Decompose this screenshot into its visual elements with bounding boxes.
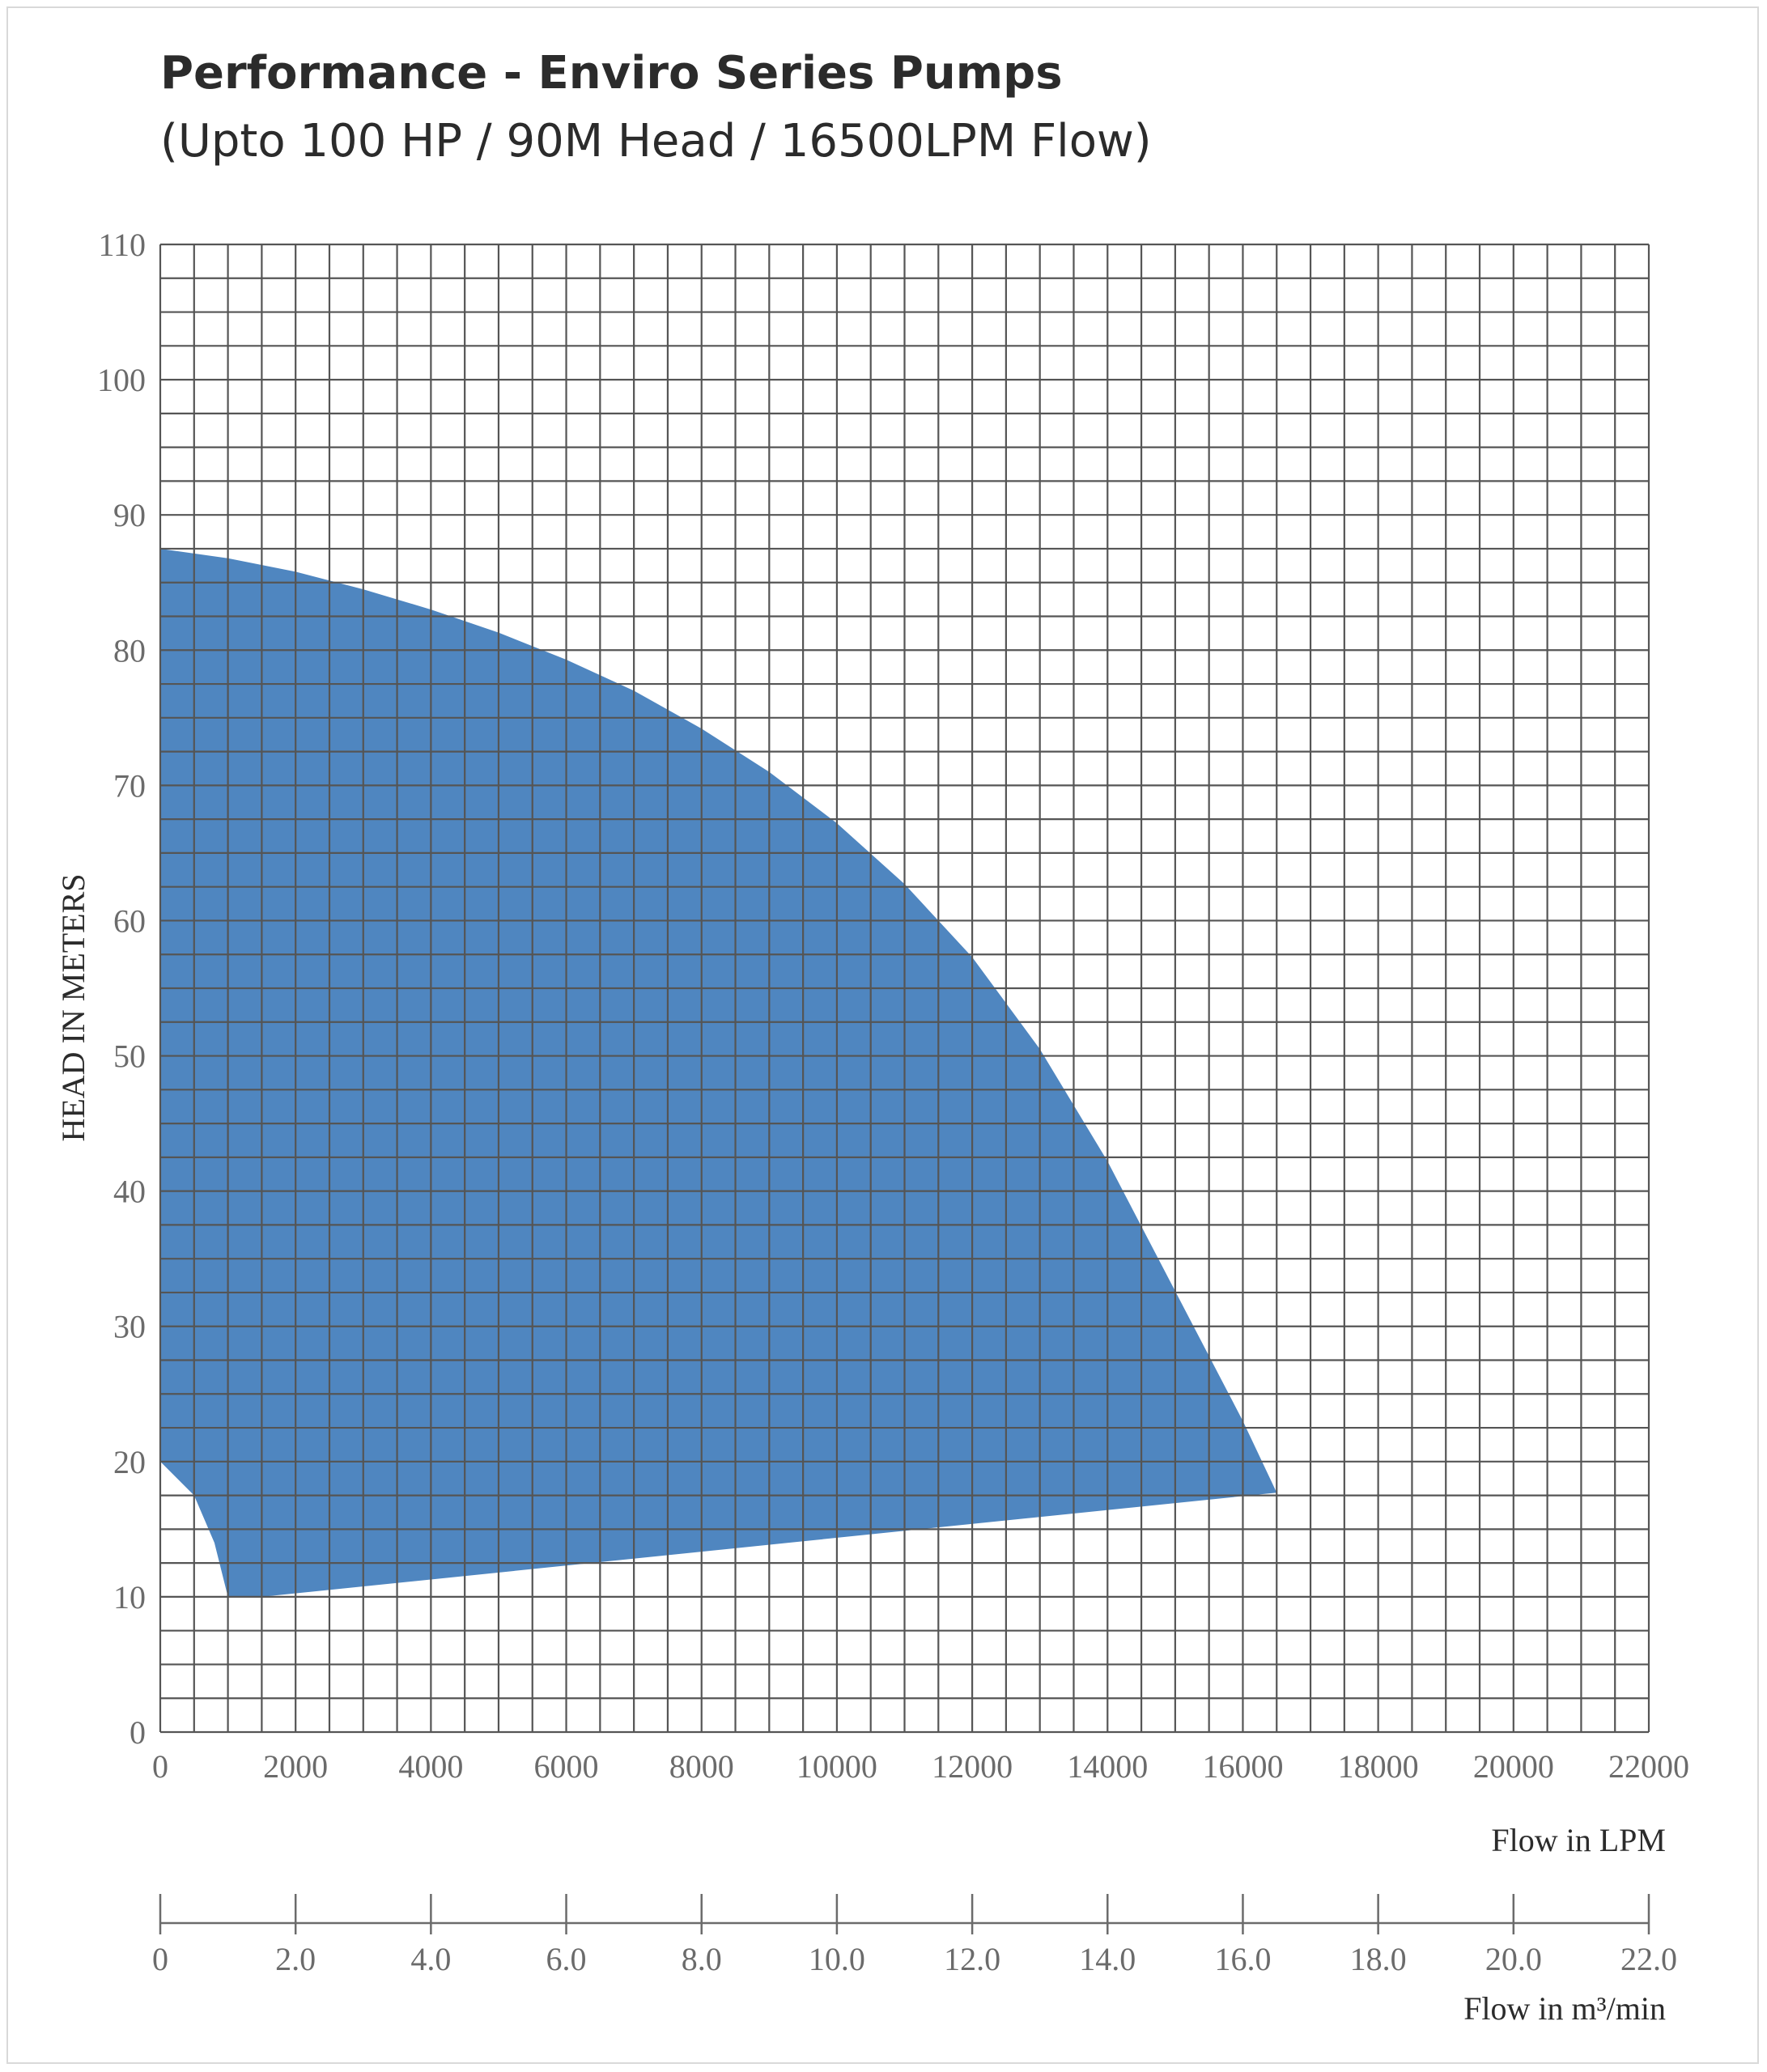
operating-range-area: [160, 548, 1277, 1597]
x-tick-label: 2000: [263, 1748, 328, 1785]
secondary-x-tick-label: 18.0: [1350, 1941, 1407, 1977]
x-tick-label: 14000: [1067, 1748, 1148, 1785]
x-tick-label: 16000: [1202, 1748, 1283, 1785]
secondary-x-tick-label: 10.0: [809, 1941, 865, 1977]
chart-subtitle: (Upto 100 HP / 90M Head / 16500LPM Flow): [160, 115, 1152, 168]
grid-layer: [159, 243, 1650, 1734]
tick-layer: 0 2000 4000 6000 8000 10000 12000 14000 16000 180…: [97, 227, 1689, 1785]
secondary-x-tick-label: 14.0: [1079, 1941, 1136, 1977]
secondary-x-tick-label: 16.0: [1214, 1941, 1271, 1977]
x-axis-label: Flow in LPM: [1491, 1822, 1666, 1858]
x-tick-label: 18000: [1338, 1748, 1419, 1785]
x-tick-label: 10000: [796, 1748, 877, 1785]
x-tick-label: 20000: [1473, 1748, 1554, 1785]
secondary-x-tick-label: 0: [152, 1941, 168, 1977]
x-tick-label: 8000: [669, 1748, 734, 1785]
y-tick-label: 80: [113, 632, 146, 669]
y-tick-label: 0: [130, 1714, 146, 1751]
secondary-x-tick-label: 4.0: [410, 1941, 451, 1977]
y-tick-label: 70: [113, 767, 146, 804]
secondary-x-tick-label: 6.0: [546, 1941, 587, 1977]
chart-frame: [6, 6, 1759, 2064]
y-axis-label: HEAD IN METERS: [55, 873, 91, 1141]
area-layer: [160, 548, 1277, 1597]
y-tick-label: 60: [113, 902, 146, 939]
secondary-x-tick-label: 12.0: [944, 1941, 1000, 1977]
secondary-x-tick-label: 20.0: [1485, 1941, 1542, 1977]
secondary-axis: 0 2.0 4.0 6.0 8.0 10.0 12.0 14.0 16.0 18.0 20.0 22.…: [152, 1894, 1677, 1977]
x-tick-label: 0: [152, 1748, 168, 1785]
y-tick-label: 100: [97, 362, 146, 398]
x-tick-label: 6000: [534, 1748, 599, 1785]
chart-title: Performance - Enviro Series Pumps: [160, 47, 1063, 100]
secondary-x-tick-label: 8.0: [682, 1941, 722, 1977]
y-tick-label: 30: [113, 1309, 146, 1345]
y-tick-label: 50: [113, 1038, 146, 1075]
y-tick-label: 90: [113, 497, 146, 533]
secondary-x-tick-label: 22.0: [1620, 1941, 1677, 1977]
x-tick-label: 12000: [932, 1748, 1013, 1785]
y-tick-label: 110: [98, 227, 146, 263]
secondary-x-axis-label: Flow in m³/min: [1463, 1990, 1666, 2027]
secondary-x-tick-label: 2.0: [275, 1941, 316, 1977]
y-tick-label: 20: [113, 1444, 146, 1480]
x-tick-label: 22000: [1608, 1748, 1689, 1785]
x-tick-label: 4000: [398, 1748, 463, 1785]
y-tick-label: 10: [113, 1579, 146, 1616]
y-tick-label: 40: [113, 1174, 146, 1210]
